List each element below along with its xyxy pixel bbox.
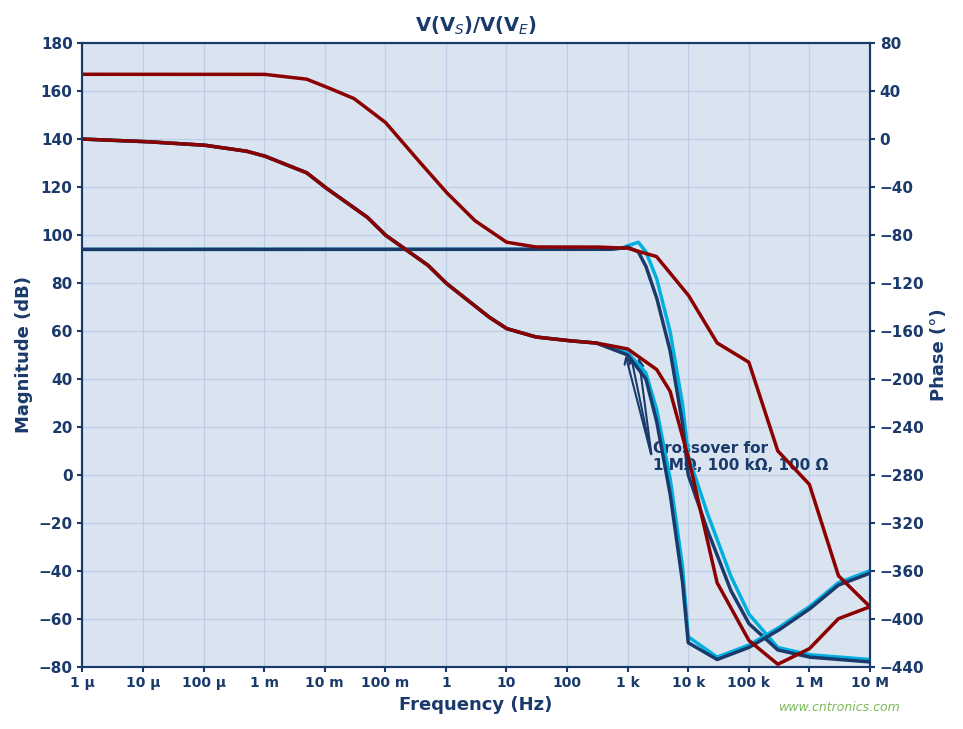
X-axis label: Frequency (Hz): Frequency (Hz) [400,696,553,714]
Text: Crossover for
1 MΩ, 100 kΩ, 100 Ω: Crossover for 1 MΩ, 100 kΩ, 100 Ω [653,440,828,473]
Y-axis label: Phase (°): Phase (°) [930,308,948,401]
Y-axis label: Magnitude (dB): Magnitude (dB) [15,276,33,434]
Title: V(V$_S$)/V(V$_E$): V(V$_S$)/V(V$_E$) [415,15,537,37]
Text: www.cntronics.com: www.cntronics.com [779,701,900,714]
